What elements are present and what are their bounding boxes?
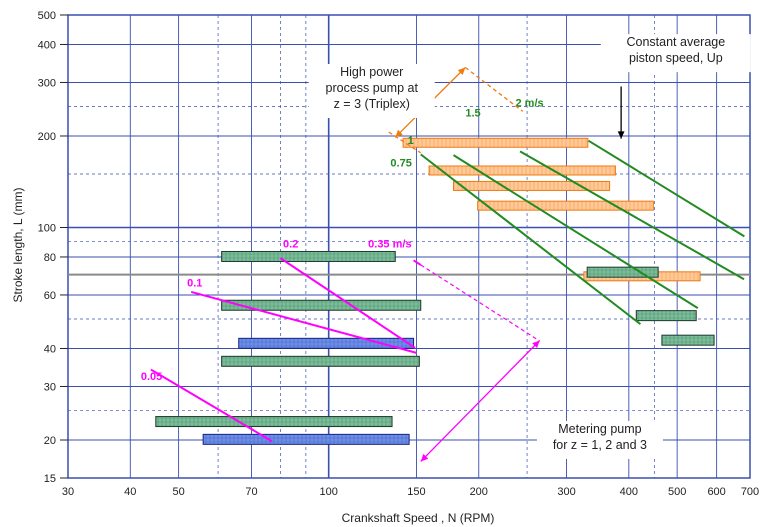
speed-line xyxy=(519,150,745,281)
range-bar-hatch xyxy=(155,416,393,427)
speed-line-label: 0.05 xyxy=(141,371,162,383)
annotation-arrows xyxy=(388,66,625,462)
range-bar-hatch xyxy=(403,138,588,148)
annotation-text: Constant average xyxy=(627,35,726,49)
x-tick-label: 100 xyxy=(319,486,337,498)
y-tick-label: 40 xyxy=(44,343,56,355)
range-bar-hatch xyxy=(221,356,420,367)
speed-line xyxy=(452,154,699,309)
y-tick-label: 60 xyxy=(44,290,56,302)
y-tick-label: 80 xyxy=(44,252,56,264)
x-tick-label: 500 xyxy=(668,486,686,498)
annotation-text: High power xyxy=(340,65,403,79)
x-axis-title: Crankshaft Speed , N (RPM) xyxy=(342,511,495,525)
range-bar-hatch xyxy=(429,165,616,175)
range-bar-hatch xyxy=(203,434,410,445)
y-axis-title: Stroke length, L (mm) xyxy=(11,188,25,303)
x-tick-label: 300 xyxy=(557,486,575,498)
metering-pump-arrow xyxy=(420,340,541,462)
speed-line xyxy=(190,290,417,354)
annotation-text: piston speed, Up xyxy=(629,51,723,65)
x-tick-label: 600 xyxy=(707,486,725,498)
y-tick-label: 500 xyxy=(38,10,56,22)
arrow-head xyxy=(617,131,625,139)
speed-lines: 0.05 0.1 0.2 0.35 m/s 0.75 1 1.5 2 m/s xyxy=(141,98,745,443)
range-bar-hatch xyxy=(238,338,414,349)
range-bars xyxy=(155,137,715,445)
speed-line-label: 0.2 xyxy=(283,238,298,250)
range-bar-hatch xyxy=(661,335,715,346)
y-tick-label: 100 xyxy=(38,223,56,235)
arrow-head xyxy=(395,129,403,138)
annotation-box xyxy=(308,64,435,119)
y-tick-label: 15 xyxy=(44,473,56,485)
annotation-box xyxy=(600,34,751,73)
process-pump-arrow-dashed xyxy=(464,66,524,112)
x-tick-label: 400 xyxy=(620,486,638,498)
arrow-head xyxy=(420,453,429,462)
arrow-head xyxy=(532,340,540,349)
range-bar-hatch xyxy=(453,181,610,191)
speed-line xyxy=(420,153,642,325)
annotation-box xyxy=(536,420,663,459)
range-bar-hatch xyxy=(477,201,654,211)
speed-line xyxy=(279,257,416,349)
range-bar-hatch xyxy=(636,310,697,321)
y-tick-label: 200 xyxy=(38,131,56,143)
annotations: High power process pump at z = 3 (Triplex)… xyxy=(308,34,751,459)
x-tick-label: 70 xyxy=(245,486,257,498)
process-pump-arrow-dashed xyxy=(388,131,422,154)
speed-line-label: 1.5 xyxy=(465,107,480,119)
tick-labels: 30 40 50 70 100 150 200 300 400 500 600 700 15 20 30 40… xyxy=(38,10,760,498)
speed-line-label: 1 xyxy=(408,135,414,147)
x-tick-label: 150 xyxy=(407,486,425,498)
y-tick-label: 30 xyxy=(44,381,56,393)
y-tick-label: 400 xyxy=(38,39,56,51)
speed-line-label: 0.35 m/s xyxy=(368,238,411,250)
annotation-text: z = 3 (Triplex) xyxy=(334,97,410,111)
range-bar-hatch xyxy=(221,300,421,311)
arrow-head xyxy=(457,67,466,76)
speed-line-dashed xyxy=(420,264,540,341)
y-tick-label: 300 xyxy=(38,77,56,89)
range-bar-hatch xyxy=(587,267,659,278)
speed-line xyxy=(150,368,273,443)
x-tick-label: 200 xyxy=(470,486,488,498)
x-tick-label: 700 xyxy=(741,486,759,498)
range-bar-hatch xyxy=(221,251,396,262)
annotation-text: for z = 1, 2 and 3 xyxy=(553,438,647,452)
speed-line xyxy=(413,259,422,266)
annotation-text: Metering pump xyxy=(558,422,641,436)
speed-line-label: 0.75 xyxy=(390,157,411,169)
x-tick-label: 50 xyxy=(172,486,184,498)
annotation-text: process pump at xyxy=(326,81,419,95)
speed-line-label: 0.1 xyxy=(187,277,202,289)
speed-line xyxy=(587,139,745,238)
speed-line-label: 2 m/s xyxy=(516,98,544,110)
x-tick-label: 30 xyxy=(62,486,74,498)
x-tick-label: 40 xyxy=(124,486,136,498)
y-tick-label: 20 xyxy=(44,435,56,447)
